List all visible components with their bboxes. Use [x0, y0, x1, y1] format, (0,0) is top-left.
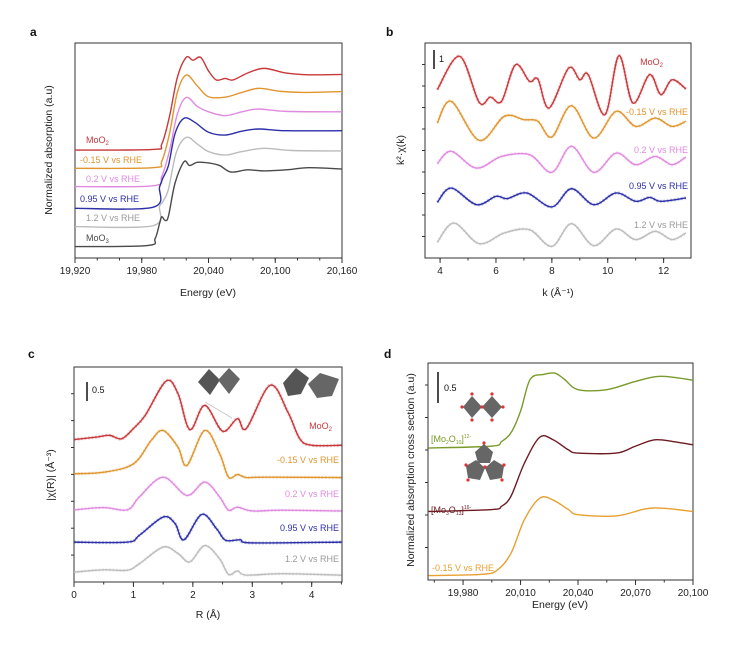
legend-b-v095: 0.95 V vs RHE [629, 181, 688, 191]
ylabel-b: k²·χ(k) [395, 135, 407, 165]
series-line-0-95-v-vs-rhe [73, 513, 342, 544]
xlabel-b: k (Å⁻¹) [542, 286, 573, 299]
legend-d-mo2o10: [Mo2O10]12- [431, 434, 471, 446]
panel-c: 0 1 2 3 4 [71, 366, 343, 601]
series-line-moo2 [73, 379, 342, 447]
legend-a-v015: -0.15 V vs RHE [80, 155, 142, 165]
legend-d-mo3o13: [Mo3O13]16- [431, 505, 471, 517]
series-line-moo2 [436, 55, 687, 116]
x-tick-label: 8 [549, 266, 555, 277]
x-tick-label: 20,100 [260, 266, 291, 277]
legend-c-v02: 0.2 V vs RHE [285, 489, 339, 499]
x-tick-label: 1 [131, 590, 137, 601]
x-tick-label: 2 [190, 590, 196, 601]
series-line-0-95-v-vs-rhe [74, 117, 343, 210]
series-line-0-95-v-vs-rhe [436, 187, 687, 208]
x-tick-label: 0 [71, 590, 77, 601]
plot-frame [73, 366, 343, 583]
xlabel-a: Energy (eV) [180, 287, 236, 299]
legend-a-v12: 1.2 V vs RHE [86, 213, 140, 223]
x-tick-label: 20,040 [563, 588, 594, 599]
series-line-moo2 [74, 55, 343, 151]
scale-bar-c-label: 0.5 [92, 385, 105, 395]
legend-a-moo3: MoO3 [86, 233, 110, 245]
x-tick-label: 4 [437, 266, 443, 277]
panel-label-a: a [30, 25, 37, 39]
panel-label-d: d [384, 347, 391, 361]
series-line-moo3 [74, 160, 343, 248]
peak-marker-line [204, 401, 233, 419]
dimer-cluster-icon [460, 392, 505, 422]
edge-sharing-octahedra-icon [198, 368, 240, 395]
series-line-1-2-v-vs-rhe [436, 222, 687, 248]
xlabel-d: Energy (eV) [532, 599, 588, 611]
series-line--0-15-v-vs-rhe [73, 429, 342, 479]
ylabel-a: Normalized absorption (a.u) [43, 85, 55, 215]
scale-bar-b-label: 1 [439, 54, 444, 64]
x-tick-label: 12 [658, 266, 670, 277]
x-tick-label: 20,010 [505, 588, 536, 599]
panel-b: 4 6 8 10 12 [422, 42, 692, 277]
series-line--0-15-v-vs-rhe [436, 100, 687, 142]
series-line-0-2-v-vs-rhe [73, 476, 342, 512]
x-tick-label: 19,980 [126, 266, 157, 277]
scale-bar-d-label: 0.5 [444, 383, 457, 393]
legend-c-moo2: MoO2 [309, 421, 333, 433]
trimer-cluster-icon [464, 441, 506, 482]
legend-b-v12: 1.2 V vs RHE [634, 220, 688, 230]
series-line--mo2o10-12- [428, 372, 694, 449]
legend-b-v02: 0.2 V vs RHE [634, 145, 688, 155]
x-tick-label: 19,920 [60, 266, 91, 277]
x-tick-label: 20,040 [193, 266, 224, 277]
series-line-1-2-v-vs-rhe [73, 544, 342, 576]
legend-a-v02: 0.2 V vs RHE [86, 174, 140, 184]
x-tick-label: 4 [309, 590, 315, 601]
plot-frame [427, 362, 694, 581]
xlabel-c: R (Å) [196, 608, 221, 621]
legend-b-moo2: MoO2 [640, 57, 664, 69]
series-line-0-2-v-vs-rhe [74, 96, 343, 188]
corner-sharing-octahedra-icon [283, 368, 339, 398]
legend-c-v015: -0.15 V vs RHE [277, 455, 339, 465]
series-line--mo3o13-16- [428, 434, 694, 513]
legend-b-v015: -0.15 V vs RHE [626, 107, 688, 117]
panel-d: 19,980 20,010 20,040 20,070 20,100 [425, 362, 709, 599]
legend-d-v015: -0.15 V vs RHE [432, 563, 494, 573]
legend-c-v12: 1.2 V vs RHE [285, 554, 339, 564]
x-tick-label: 20,160 [327, 266, 358, 277]
x-tick-label: 3 [249, 590, 255, 601]
series-line-0-2-v-vs-rhe [436, 145, 687, 174]
x-tick-label: 10 [602, 266, 614, 277]
legend-a-v095: 0.95 V vs RHE [80, 194, 139, 204]
x-tick-label: 20,070 [620, 588, 651, 599]
x-tick-label: 6 [493, 266, 499, 277]
series-line-1-2-v-vs-rhe [74, 136, 343, 229]
ylabel-d: Normalized absorption cross section (a.u… [405, 373, 417, 567]
ylabel-c: |χ(R)| (Å⁻³) [44, 449, 57, 501]
legend-c-v095: 0.95 V vs RHE [280, 523, 339, 533]
series-line--0-15-v-vs-rhe [74, 74, 343, 170]
legend-a-moo2: MoO2 [86, 135, 110, 147]
x-tick-label: 20,100 [678, 588, 709, 599]
panel-label-b: b [386, 25, 393, 39]
panel-a: 19,920 19,980 20,040 20,100 20,160 [60, 42, 358, 277]
x-tick-label: 19,980 [448, 588, 479, 599]
panel-label-c: c [28, 347, 35, 361]
series-line--0-15-v-vs-rhe [428, 496, 694, 577]
